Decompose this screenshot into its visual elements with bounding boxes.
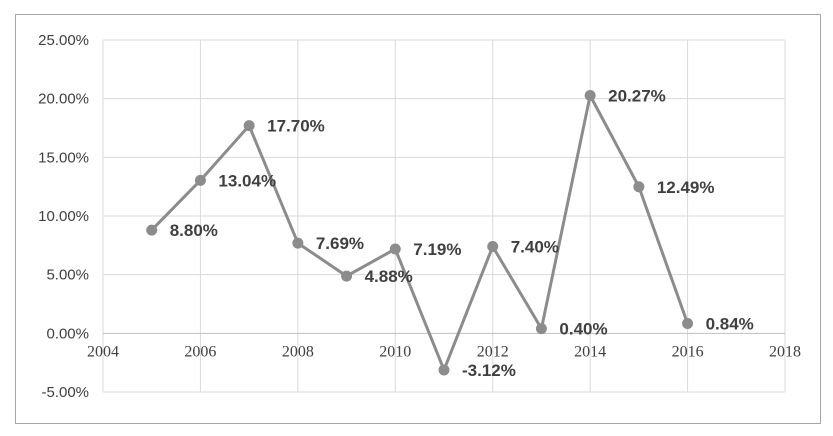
x-tick-label: 2008 bbox=[282, 343, 314, 360]
data-point bbox=[243, 120, 255, 132]
x-tick-label: 2018 bbox=[769, 343, 801, 360]
data-point bbox=[487, 241, 499, 253]
chart-frame bbox=[15, 14, 821, 424]
x-tick-label: 2014 bbox=[574, 343, 606, 360]
data-label: 7.69% bbox=[316, 234, 364, 253]
y-tick-label: -5.00% bbox=[41, 384, 89, 401]
data-label: 7.40% bbox=[511, 238, 559, 257]
data-point bbox=[146, 224, 158, 236]
data-label: 7.19% bbox=[413, 240, 461, 259]
series-line bbox=[150, 93, 689, 372]
data-label: 20.27% bbox=[608, 86, 666, 105]
data-label: 0.84% bbox=[706, 314, 754, 333]
data-label: -3.12% bbox=[462, 361, 516, 380]
y-tick-label: 15.00% bbox=[38, 149, 89, 166]
data-label: 0.40% bbox=[559, 320, 607, 339]
y-tick-label: 10.00% bbox=[38, 208, 89, 225]
x-tick-label: 2004 bbox=[87, 343, 119, 360]
data-label: 12.49% bbox=[657, 178, 715, 197]
x-tick-label: 2010 bbox=[379, 343, 411, 360]
data-point bbox=[194, 174, 206, 186]
data-point bbox=[292, 237, 304, 249]
data-label: 13.04% bbox=[218, 171, 276, 190]
y-tick-label: 5.00% bbox=[46, 267, 89, 284]
x-axis-tick-labels: 2004 2006 2008 2010 2012 2014 2016 2018 bbox=[87, 343, 801, 360]
data-point bbox=[584, 89, 596, 101]
y-tick-label: 20.00% bbox=[38, 91, 89, 108]
data-point bbox=[682, 317, 694, 329]
data-point bbox=[633, 181, 645, 193]
data-point bbox=[535, 323, 547, 335]
data-label: 4.88% bbox=[365, 267, 413, 286]
data-point bbox=[389, 243, 401, 255]
data-points bbox=[146, 89, 694, 376]
data-label: 8.80% bbox=[170, 221, 218, 240]
x-tick-label: 2016 bbox=[672, 343, 704, 360]
data-label: 17.70% bbox=[267, 117, 325, 136]
y-axis-tick-labels: -5.00% 0.00% 5.00% 10.00% 15.00% 20.00% 25.00% bbox=[38, 32, 89, 401]
data-point bbox=[341, 270, 353, 282]
gridlines bbox=[102, 39, 786, 393]
y-tick-label: 25.00% bbox=[38, 32, 89, 49]
x-tick-label: 2006 bbox=[184, 343, 216, 360]
y-tick-label: 0.00% bbox=[46, 325, 89, 342]
data-labels: 8.80% 13.04% 17.70% 7.69%4.88%7.19% -3.12% 7.… bbox=[170, 86, 754, 379]
x-tick-label: 2012 bbox=[477, 343, 509, 360]
data-point bbox=[438, 364, 450, 376]
series-polyline bbox=[150, 93, 689, 372]
